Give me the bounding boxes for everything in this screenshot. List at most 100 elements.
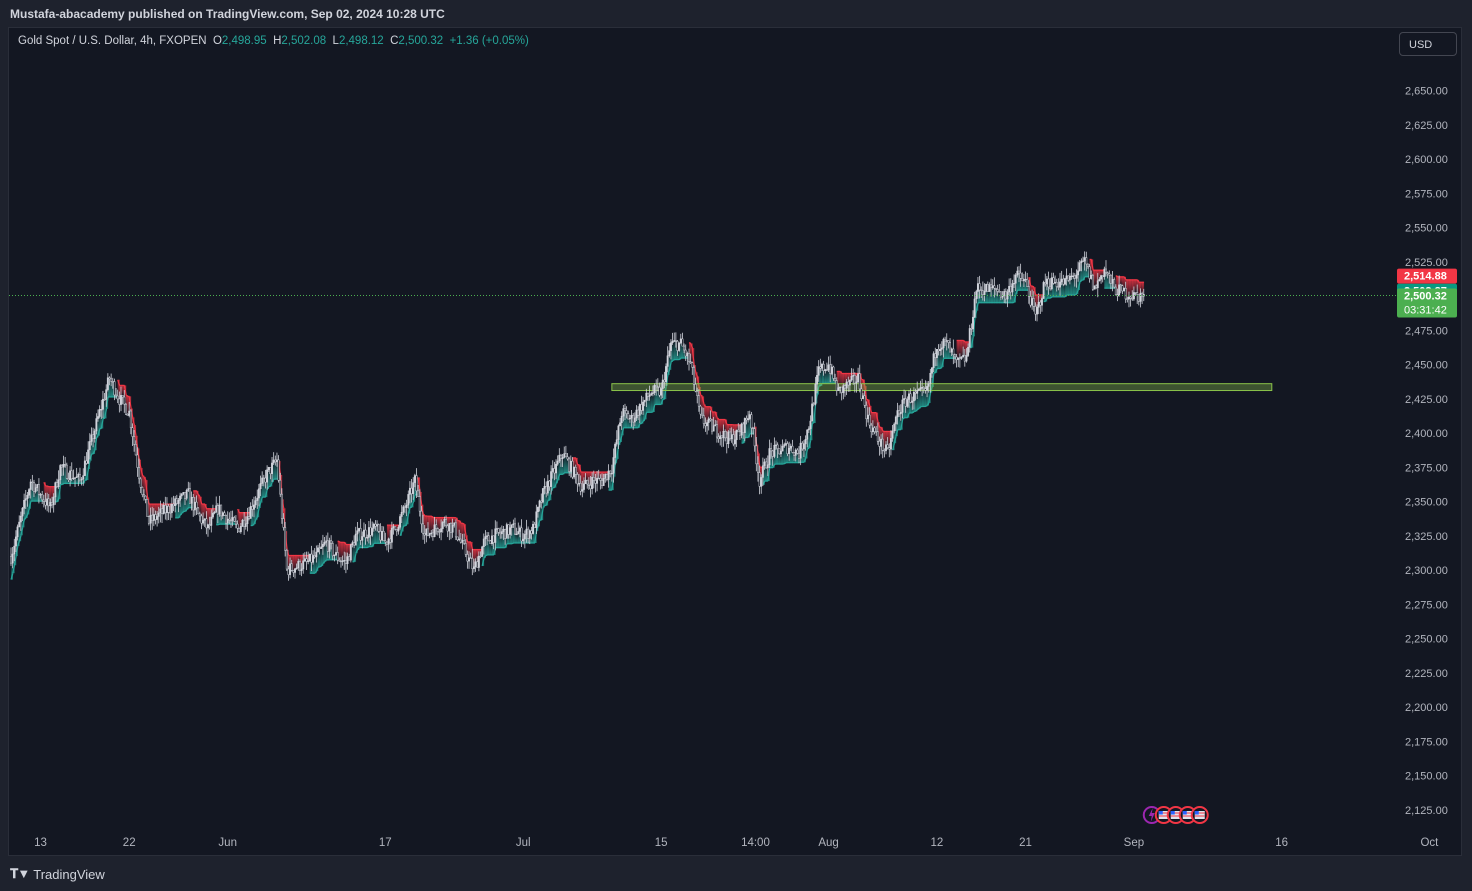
candle-body bbox=[610, 473, 613, 475]
candle-body bbox=[665, 366, 667, 383]
candle-body bbox=[993, 285, 996, 289]
candle-body bbox=[862, 395, 864, 399]
trend-fill bbox=[762, 465, 765, 485]
candle-body bbox=[303, 558, 306, 562]
candle-body bbox=[752, 427, 754, 430]
candle-body bbox=[1006, 291, 1009, 300]
trend-fill bbox=[339, 541, 342, 562]
candle-body bbox=[241, 519, 244, 527]
candle-body bbox=[438, 531, 441, 533]
trend-stop-line bbox=[15, 545, 19, 557]
trend-fill bbox=[620, 422, 622, 442]
trend-fill bbox=[1060, 281, 1062, 297]
trend-fill bbox=[257, 498, 260, 518]
candle-body bbox=[42, 499, 45, 502]
candle-body bbox=[520, 527, 523, 542]
trend-stop-line bbox=[895, 429, 899, 437]
candle-body bbox=[157, 512, 160, 517]
candle-body bbox=[103, 398, 106, 401]
candle-body bbox=[855, 381, 858, 384]
flag-field bbox=[1158, 811, 1169, 819]
candle-body bbox=[70, 470, 73, 480]
candle-body bbox=[412, 482, 415, 494]
candle-body bbox=[397, 527, 400, 532]
candle-body bbox=[679, 338, 682, 343]
candle-body bbox=[282, 518, 285, 528]
y-tick-label: 2,400.00 bbox=[1405, 428, 1448, 440]
trend-stop-line bbox=[875, 412, 879, 423]
trend-fill bbox=[61, 467, 64, 485]
trend-fill bbox=[721, 419, 724, 438]
trend-fill bbox=[707, 406, 710, 423]
candle-body bbox=[967, 346, 970, 356]
candle-body bbox=[569, 460, 572, 472]
candle-body bbox=[190, 496, 193, 504]
candle-body bbox=[560, 454, 562, 459]
trend-fill bbox=[639, 404, 642, 424]
candle-body bbox=[1090, 274, 1093, 279]
trend-fill bbox=[313, 555, 316, 574]
currency-button[interactable]: USD bbox=[1399, 32, 1457, 56]
candle-body bbox=[589, 485, 592, 490]
candle-body bbox=[262, 477, 265, 479]
candle-body bbox=[773, 444, 776, 457]
trend-fill bbox=[267, 469, 270, 489]
candle-body bbox=[463, 540, 466, 544]
trend-fill bbox=[703, 404, 706, 424]
candle-body bbox=[279, 480, 282, 495]
trend-fill bbox=[905, 406, 908, 418]
candle-body bbox=[100, 409, 103, 411]
trend-fill bbox=[510, 527, 513, 544]
time-axis[interactable]: 13 22 Jun 17 Jul 15 14:00 Aug 12 21 Sep 16 Oct bbox=[34, 837, 1439, 849]
candle-body bbox=[921, 387, 924, 389]
candle-body bbox=[308, 553, 311, 562]
candle-body bbox=[1114, 286, 1117, 296]
trend-fill bbox=[859, 373, 862, 389]
candle-body bbox=[289, 563, 292, 575]
candle-body bbox=[297, 561, 300, 569]
trend-fill bbox=[825, 369, 828, 384]
trend-fill bbox=[846, 373, 849, 382]
trend-fill bbox=[1018, 273, 1021, 291]
candle-body bbox=[384, 540, 387, 543]
trend-fill bbox=[38, 494, 41, 502]
trend-fill bbox=[789, 448, 792, 463]
trend-fill bbox=[275, 461, 278, 480]
candle-body bbox=[640, 404, 643, 411]
candle-body bbox=[776, 444, 779, 449]
economic-events[interactable] bbox=[1142, 806, 1209, 824]
candle-body bbox=[144, 495, 147, 500]
candle-body bbox=[829, 364, 832, 374]
trend-fill bbox=[1094, 270, 1097, 286]
candle-body bbox=[881, 438, 884, 451]
trend-fill bbox=[48, 486, 51, 506]
trend-stop-line bbox=[934, 368, 938, 374]
candle-body bbox=[10, 556, 12, 564]
trend-fill bbox=[130, 408, 133, 428]
price-axis[interactable]: 2,125.00 2,150.00 2,175.00 2,200.00 2,225.00… bbox=[1405, 86, 1448, 817]
trend-stop-line bbox=[975, 302, 979, 311]
support-zone[interactable] bbox=[611, 383, 1273, 392]
candle-body bbox=[579, 483, 582, 492]
trend-stop-line bbox=[422, 513, 426, 517]
trend-fill bbox=[96, 418, 99, 438]
flag-canton bbox=[1194, 811, 1199, 815]
trend-fill bbox=[1014, 283, 1016, 303]
candle-body bbox=[138, 467, 141, 480]
trend-fill bbox=[178, 500, 181, 518]
trend-stop-line bbox=[642, 418, 646, 422]
trend-stop-line bbox=[337, 540, 340, 543]
tradingview-brand[interactable]: 𝐓▼ TradingView bbox=[10, 866, 105, 882]
trend-stop-line bbox=[355, 549, 359, 554]
flag-field bbox=[1182, 811, 1193, 819]
trend-fill bbox=[124, 385, 127, 405]
trend-fill bbox=[989, 284, 992, 303]
candle-body bbox=[911, 400, 914, 403]
candle-body bbox=[523, 534, 526, 540]
candle-body bbox=[740, 423, 743, 436]
trend-fill bbox=[661, 388, 664, 405]
candle-body bbox=[246, 516, 249, 524]
candle-body bbox=[656, 386, 659, 388]
trend-fill bbox=[500, 533, 503, 548]
